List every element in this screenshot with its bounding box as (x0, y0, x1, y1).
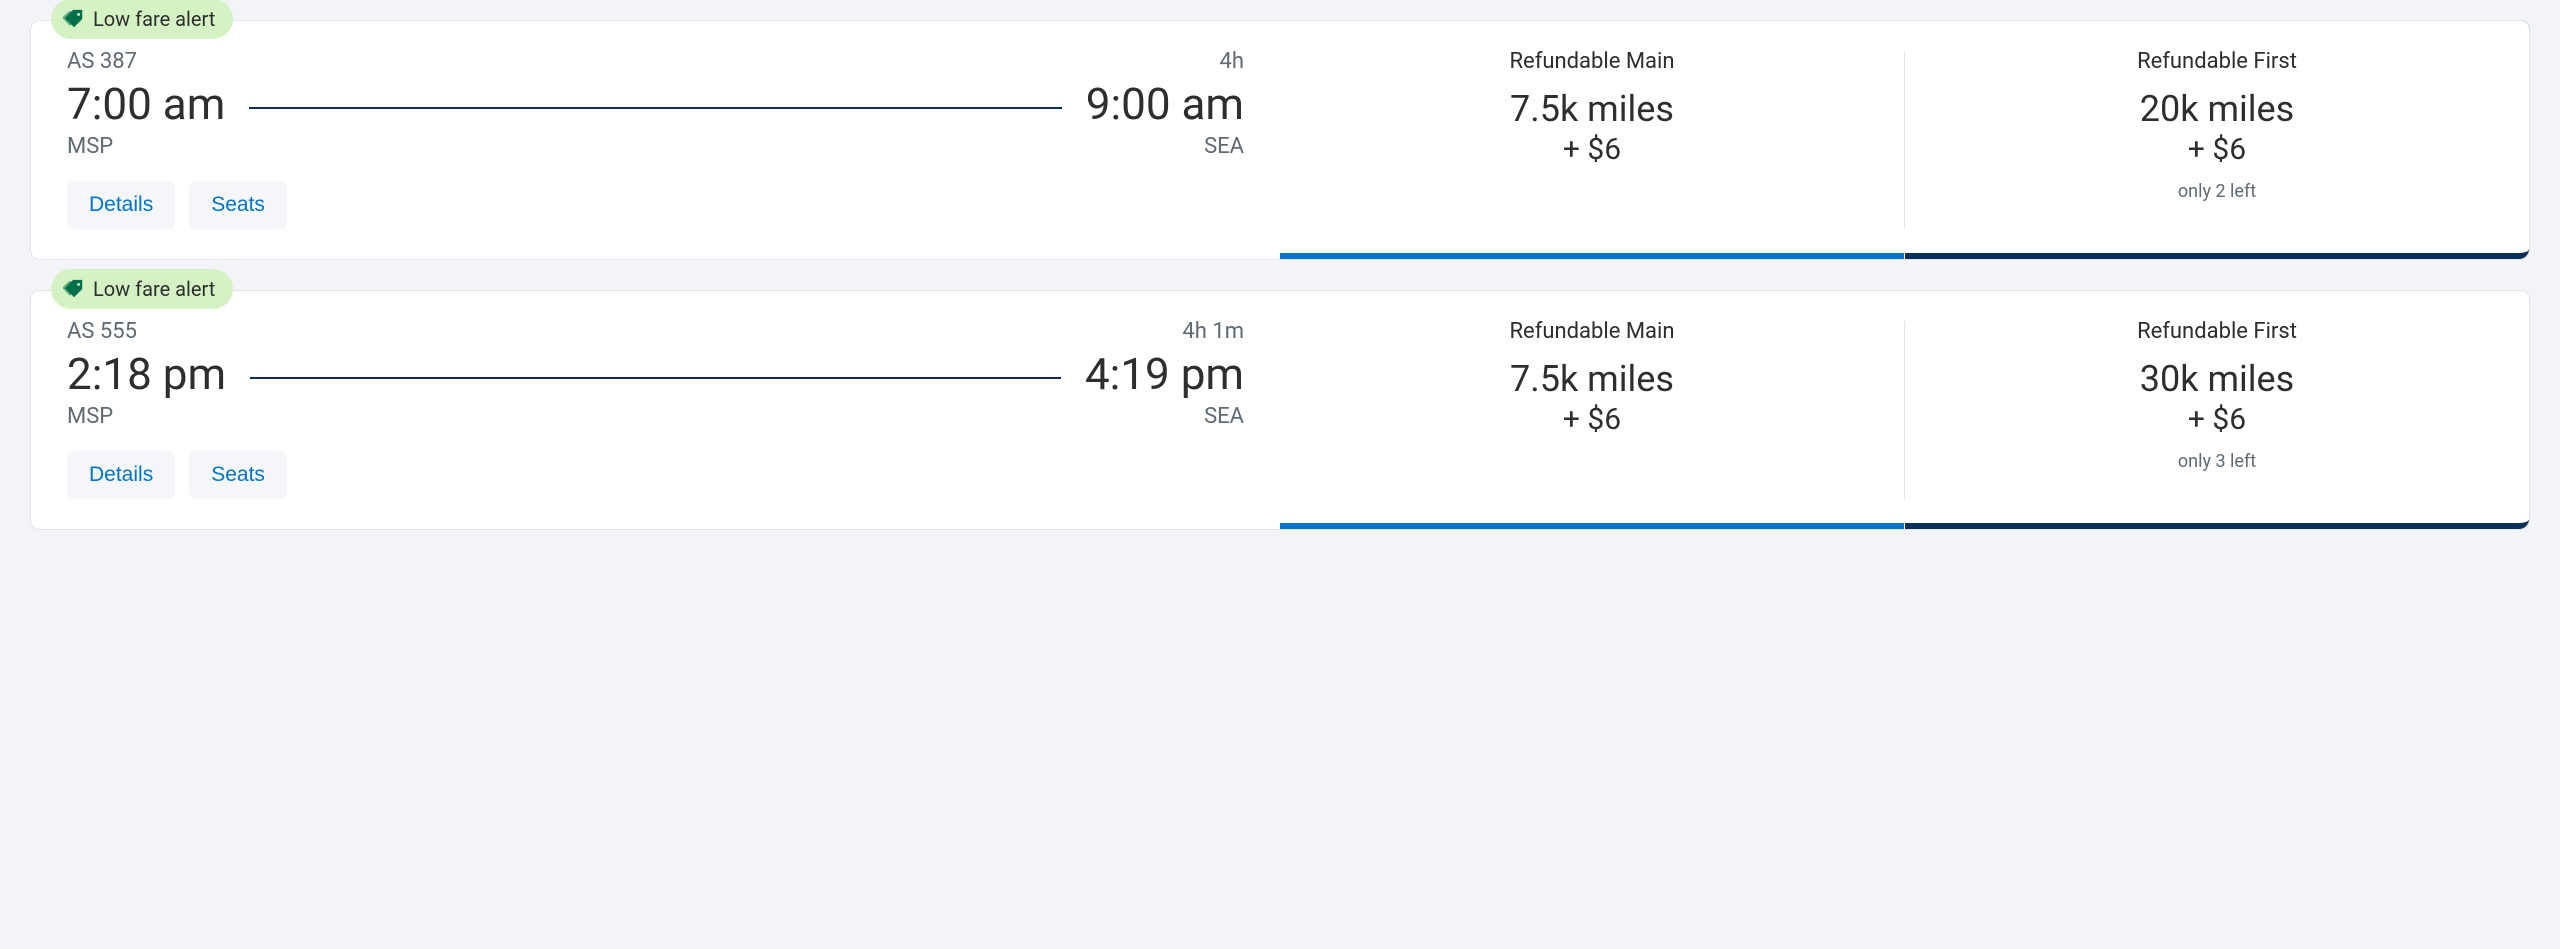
fare-first[interactable]: Refundable First 30k miles + $6 only 3 l… (1905, 291, 2529, 529)
fare-note: only 2 left (2178, 181, 2256, 202)
arrive-time: 4:19 pm (1085, 348, 1244, 400)
low-fare-text: Low fare alert (93, 7, 215, 31)
low-fare-text: Low fare alert (93, 277, 215, 301)
flight-info: AS 555 4h 1m 2:18 pm 4:19 pm MSP SEA Det… (31, 291, 1280, 529)
details-button[interactable]: Details (67, 181, 175, 229)
fare-columns: Refundable Main 7.5k miles + $6 Refundab… (1280, 21, 2529, 259)
low-fare-badge: Low fare alert (51, 269, 233, 309)
fare-label: Refundable First (2137, 49, 2297, 74)
depart-time: 2:18 pm (67, 348, 226, 400)
tag-icon (63, 8, 85, 30)
flight-line (249, 107, 1061, 109)
fare-label: Refundable Main (1509, 49, 1674, 74)
fare-miles: 20k miles (2140, 88, 2294, 130)
destination-code: SEA (1204, 134, 1244, 159)
flight-card: Low fare alert AS 387 4h 7:00 am 9:00 am… (30, 20, 2530, 260)
fare-miles: 7.5k miles (1510, 358, 1674, 400)
origin-code: MSP (67, 404, 113, 429)
flight-number: AS 387 (67, 49, 137, 74)
flight-card: Low fare alert AS 555 4h 1m 2:18 pm 4:19… (30, 290, 2530, 530)
flight-number: AS 555 (67, 319, 137, 344)
fare-cash: + $6 (2188, 132, 2246, 167)
seats-button[interactable]: Seats (189, 451, 287, 499)
flight-line (250, 377, 1061, 379)
flight-results: Main First Class Low fare alert AS 387 4… (30, 20, 2530, 530)
details-button[interactable]: Details (67, 451, 175, 499)
fare-miles: 30k miles (2140, 358, 2294, 400)
fare-main[interactable]: Refundable Main 7.5k miles + $6 (1280, 291, 1904, 529)
fare-columns: Refundable Main 7.5k miles + $6 Refundab… (1280, 291, 2529, 529)
fare-miles: 7.5k miles (1510, 88, 1674, 130)
fare-cash: + $6 (1563, 132, 1621, 167)
fare-cash: + $6 (1563, 402, 1621, 437)
fare-main[interactable]: Refundable Main 7.5k miles + $6 (1280, 21, 1904, 259)
low-fare-badge: Low fare alert (51, 0, 233, 39)
fare-note: only 3 left (2178, 451, 2256, 472)
flight-info: AS 387 4h 7:00 am 9:00 am MSP SEA Detail… (31, 21, 1280, 259)
flight-duration: 4h (1220, 49, 1244, 74)
seats-button[interactable]: Seats (189, 181, 287, 229)
fare-cash: + $6 (2188, 402, 2246, 437)
fare-label: Refundable First (2137, 319, 2297, 344)
flight-duration: 4h 1m (1182, 319, 1244, 344)
origin-code: MSP (67, 134, 113, 159)
depart-time: 7:00 am (67, 78, 225, 130)
destination-code: SEA (1204, 404, 1244, 429)
tag-icon (63, 278, 85, 300)
arrive-time: 9:00 am (1086, 78, 1244, 130)
fare-label: Refundable Main (1509, 319, 1674, 344)
fare-first[interactable]: Refundable First 20k miles + $6 only 2 l… (1905, 21, 2529, 259)
